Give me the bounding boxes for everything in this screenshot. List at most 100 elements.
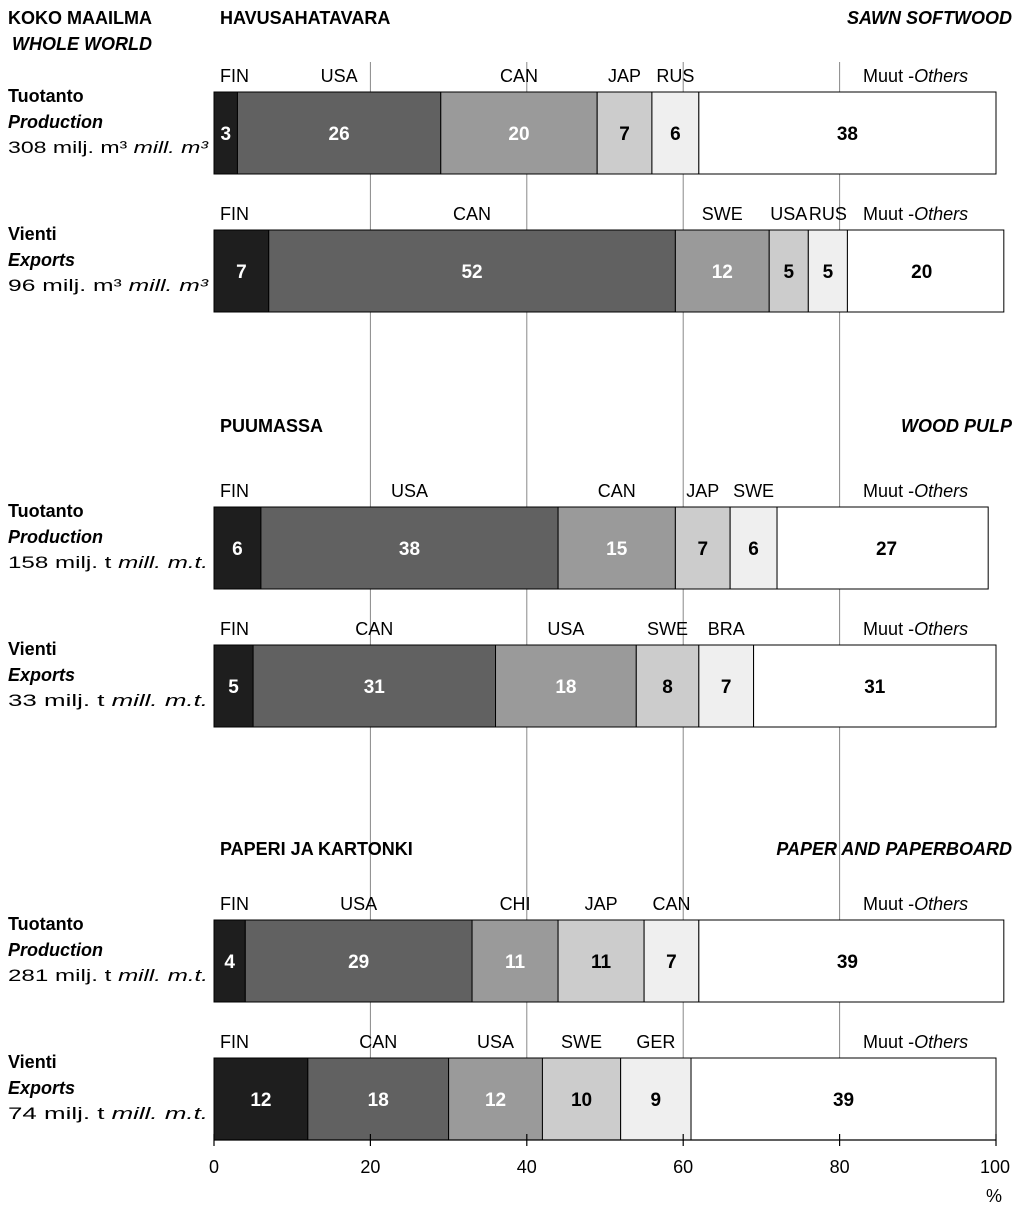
row-label-en: Production bbox=[8, 527, 103, 547]
bar-segment-can bbox=[643, 919, 700, 1003]
series-label-fin: FIN bbox=[220, 204, 249, 224]
header-title-fi: KOKO MAAILMA bbox=[8, 8, 152, 28]
bar-segment-ger bbox=[620, 1057, 692, 1141]
value-label: 26 bbox=[329, 124, 350, 145]
row-label-en: Exports bbox=[8, 250, 75, 270]
section-title-en: PAPER AND PAPERBOARD bbox=[776, 839, 1012, 859]
value-label: 12 bbox=[250, 1090, 271, 1111]
series-label-others: Muut -Others bbox=[863, 1032, 968, 1052]
value-label: 10 bbox=[571, 1090, 592, 1111]
series-label-others: Muut -Others bbox=[863, 204, 968, 224]
x-tick-label: 40 bbox=[517, 1157, 537, 1177]
value-label: 5 bbox=[783, 262, 794, 283]
row-label-fi: Tuotanto bbox=[8, 86, 84, 106]
row-label-en: Exports bbox=[8, 665, 75, 685]
series-label-others: Muut -Others bbox=[863, 619, 968, 639]
row-label-fi: Vienti bbox=[8, 1052, 57, 1072]
row-label-fi: Vienti bbox=[8, 224, 57, 244]
value-label: 31 bbox=[864, 677, 886, 698]
value-label: 20 bbox=[911, 262, 932, 283]
value-label: 27 bbox=[876, 539, 897, 560]
x-tick-label: 20 bbox=[360, 1157, 380, 1177]
series-label-usa: USA bbox=[477, 1032, 514, 1052]
section-title-fi: PUUMASSA bbox=[220, 416, 323, 436]
bar-segment-fin bbox=[213, 229, 270, 313]
x-tick-label: 0 bbox=[209, 1157, 219, 1177]
value-label: 5 bbox=[823, 262, 834, 283]
value-label: 6 bbox=[232, 539, 243, 560]
value-label: 7 bbox=[236, 262, 247, 283]
bar-segment-swe bbox=[635, 644, 700, 728]
series-label-bra: BRA bbox=[708, 619, 745, 639]
bar-segment-can bbox=[440, 91, 598, 175]
row-label-en: Exports bbox=[8, 1078, 75, 1098]
value-label: 38 bbox=[837, 124, 858, 145]
row-quantity: 158 milj. t mill. m.t. bbox=[8, 553, 208, 572]
x-tick-label: 60 bbox=[673, 1157, 693, 1177]
row-quantity: 96 milj. m³ mill. m³ bbox=[8, 276, 210, 295]
value-label: 4 bbox=[224, 952, 235, 973]
value-label: 20 bbox=[508, 124, 529, 145]
bar-segment-fin bbox=[213, 1057, 309, 1141]
series-label-swe: SWE bbox=[702, 204, 743, 224]
bar-segment-can bbox=[252, 644, 497, 728]
series-label-can: CAN bbox=[355, 619, 393, 639]
series-label-can: CAN bbox=[453, 204, 491, 224]
bar-segment-muut bbox=[698, 919, 1005, 1003]
bar-segment-usa bbox=[448, 1057, 543, 1141]
row-quantity: 281 milj. t mill. m.t. bbox=[8, 966, 208, 985]
value-label: 39 bbox=[833, 1090, 854, 1111]
value-label: 38 bbox=[399, 539, 420, 560]
section-title-fi: PAPERI JA KARTONKI bbox=[220, 839, 413, 859]
value-label: 29 bbox=[348, 952, 369, 973]
series-label-fin: FIN bbox=[220, 66, 249, 86]
value-label: 7 bbox=[697, 539, 708, 560]
value-label: 11 bbox=[591, 952, 612, 973]
bar-segment-jap bbox=[674, 506, 731, 590]
bar-segment-swe bbox=[729, 506, 778, 590]
value-label: 39 bbox=[837, 952, 858, 973]
x-tick-label: 100 bbox=[980, 1157, 1010, 1177]
bar-segment-usa bbox=[768, 229, 809, 313]
series-label-can: CAN bbox=[598, 481, 636, 501]
value-label: 11 bbox=[505, 952, 526, 973]
series-label-fin: FIN bbox=[220, 1032, 249, 1052]
row-quantity: 308 milj. m³ mill. m³ bbox=[8, 138, 210, 157]
x-tick-label: 80 bbox=[830, 1157, 850, 1177]
series-label-fin: FIN bbox=[220, 619, 249, 639]
bar-segment-can bbox=[307, 1057, 450, 1141]
x-axis: 0 20 40 60 80 100% bbox=[209, 1134, 1010, 1206]
series-label-others: Muut -Others bbox=[863, 894, 968, 914]
value-label: 52 bbox=[461, 262, 482, 283]
value-label: 6 bbox=[670, 124, 681, 145]
value-label: 7 bbox=[666, 952, 677, 973]
series-label-fin: FIN bbox=[220, 894, 249, 914]
row-label-en: Production bbox=[8, 940, 103, 960]
value-label: 18 bbox=[368, 1090, 389, 1111]
series-label-usa: USA bbox=[340, 894, 377, 914]
series-label-others: Muut -Others bbox=[863, 66, 968, 86]
value-label: 31 bbox=[364, 677, 386, 698]
header-title-en: WHOLE WORLD bbox=[12, 34, 152, 54]
bar-segment-jap bbox=[596, 91, 653, 175]
series-label-usa: USA bbox=[321, 66, 358, 86]
row-label-en: Production bbox=[8, 112, 103, 132]
series-label-usa: USA bbox=[770, 204, 807, 224]
bar-segment-swe bbox=[541, 1057, 622, 1141]
bar-segment-fin bbox=[213, 919, 246, 1003]
bar-segment-can bbox=[268, 229, 676, 313]
bar-segment-muut bbox=[776, 506, 989, 590]
bar-segment-usa bbox=[236, 91, 442, 175]
series-label-swe: SWE bbox=[561, 1032, 602, 1052]
bar-segment-bra bbox=[698, 644, 755, 728]
section-title-en: WOOD PULP bbox=[901, 416, 1013, 436]
value-label: 18 bbox=[555, 677, 576, 698]
series-label-swe: SWE bbox=[647, 619, 688, 639]
value-label: 9 bbox=[651, 1090, 662, 1111]
series-label-jap: JAP bbox=[585, 894, 618, 914]
bar-segment-chi bbox=[471, 919, 559, 1003]
series-label-jap: JAP bbox=[608, 66, 641, 86]
bar-segment-muut bbox=[753, 644, 997, 728]
series-label-usa: USA bbox=[391, 481, 428, 501]
